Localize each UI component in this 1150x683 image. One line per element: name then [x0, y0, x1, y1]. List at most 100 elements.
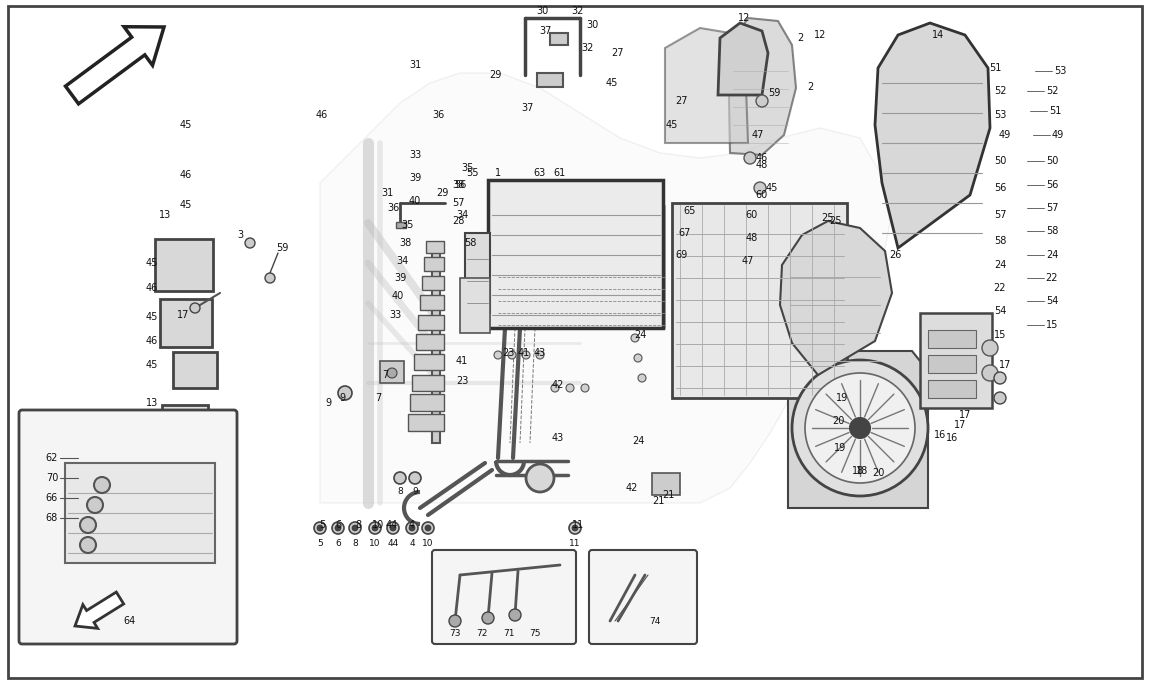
Circle shape — [805, 373, 915, 483]
Text: 45: 45 — [179, 200, 192, 210]
Text: 31: 31 — [409, 60, 421, 70]
Text: 18: 18 — [852, 466, 864, 476]
Text: 14: 14 — [932, 30, 944, 40]
Bar — [920, 313, 992, 408]
Bar — [672, 203, 848, 398]
Text: 41: 41 — [518, 348, 530, 358]
Text: 16: 16 — [945, 433, 958, 443]
Text: 28: 28 — [452, 216, 465, 226]
Bar — [460, 278, 490, 333]
Text: 62: 62 — [46, 453, 59, 463]
Circle shape — [245, 238, 255, 248]
Bar — [155, 239, 213, 291]
Bar — [66, 463, 215, 563]
Circle shape — [754, 182, 766, 194]
Text: 41: 41 — [455, 356, 468, 366]
Text: 20: 20 — [831, 416, 844, 426]
Text: 18: 18 — [856, 466, 868, 476]
FancyArrow shape — [66, 27, 164, 104]
Circle shape — [634, 354, 642, 362]
Text: 26: 26 — [889, 250, 902, 260]
Text: 27: 27 — [612, 48, 624, 58]
Text: 17: 17 — [177, 310, 190, 320]
Text: 12: 12 — [814, 30, 826, 40]
Text: 13: 13 — [146, 398, 159, 408]
Text: 15: 15 — [1045, 320, 1058, 330]
FancyBboxPatch shape — [589, 550, 697, 644]
Circle shape — [409, 472, 421, 484]
Text: 45: 45 — [146, 312, 159, 322]
Circle shape — [371, 525, 378, 531]
Circle shape — [522, 351, 530, 359]
Text: 63: 63 — [534, 168, 546, 178]
Circle shape — [332, 522, 344, 534]
Circle shape — [569, 522, 581, 534]
Bar — [414, 354, 444, 370]
Text: 55: 55 — [466, 168, 478, 178]
Text: 69: 69 — [676, 250, 688, 260]
Text: 30: 30 — [585, 20, 598, 30]
Text: 6: 6 — [335, 540, 340, 548]
Text: 49: 49 — [999, 130, 1011, 140]
Bar — [380, 361, 404, 383]
Text: 30: 30 — [536, 6, 549, 16]
Circle shape — [81, 517, 95, 533]
Text: 32: 32 — [582, 43, 595, 53]
Circle shape — [982, 340, 998, 356]
Bar — [488, 180, 664, 328]
Text: 56: 56 — [454, 180, 466, 190]
Text: 46: 46 — [146, 336, 159, 346]
FancyArrow shape — [75, 592, 124, 628]
Text: 56: 56 — [994, 183, 1006, 193]
Text: 24: 24 — [634, 330, 646, 340]
Bar — [416, 334, 444, 350]
Bar — [652, 473, 680, 495]
Circle shape — [631, 334, 639, 342]
Circle shape — [482, 612, 494, 624]
Text: 72: 72 — [476, 628, 488, 637]
Text: 31: 31 — [381, 188, 393, 198]
Bar — [412, 375, 444, 391]
Text: 39: 39 — [393, 273, 406, 283]
Bar — [411, 394, 444, 411]
Text: 58: 58 — [1045, 226, 1058, 236]
Text: 44: 44 — [386, 520, 398, 530]
Circle shape — [317, 525, 323, 531]
Text: 35: 35 — [401, 220, 414, 230]
Circle shape — [638, 374, 646, 382]
Circle shape — [264, 273, 275, 283]
Text: 20: 20 — [872, 468, 884, 478]
Circle shape — [426, 525, 431, 531]
Circle shape — [994, 372, 1006, 384]
Text: 52: 52 — [1045, 86, 1058, 96]
Bar — [432, 243, 440, 443]
Text: 49: 49 — [1052, 130, 1064, 140]
Text: 7: 7 — [382, 370, 389, 380]
Circle shape — [394, 472, 406, 484]
Text: 13: 13 — [159, 210, 171, 220]
Bar — [162, 405, 208, 495]
Circle shape — [792, 360, 928, 496]
Text: 22: 22 — [994, 283, 1006, 293]
Text: 57: 57 — [452, 198, 465, 208]
Bar — [928, 380, 976, 398]
Text: 43: 43 — [552, 433, 565, 443]
Text: 46: 46 — [756, 153, 768, 163]
Text: 5: 5 — [317, 540, 323, 548]
Text: 60: 60 — [746, 210, 758, 220]
Text: 11: 11 — [572, 520, 584, 530]
Text: 21: 21 — [652, 496, 665, 506]
Text: 8: 8 — [352, 540, 358, 548]
Text: 22: 22 — [1045, 273, 1058, 283]
Circle shape — [744, 152, 756, 164]
Text: 37: 37 — [539, 26, 551, 36]
Text: 32: 32 — [572, 6, 584, 16]
Text: 70: 70 — [46, 473, 59, 483]
Circle shape — [190, 303, 200, 313]
Text: 24: 24 — [631, 436, 644, 446]
Bar — [550, 33, 568, 45]
Bar — [422, 276, 444, 290]
Text: 47: 47 — [742, 256, 754, 266]
Circle shape — [94, 477, 110, 493]
Text: 73: 73 — [450, 628, 461, 637]
